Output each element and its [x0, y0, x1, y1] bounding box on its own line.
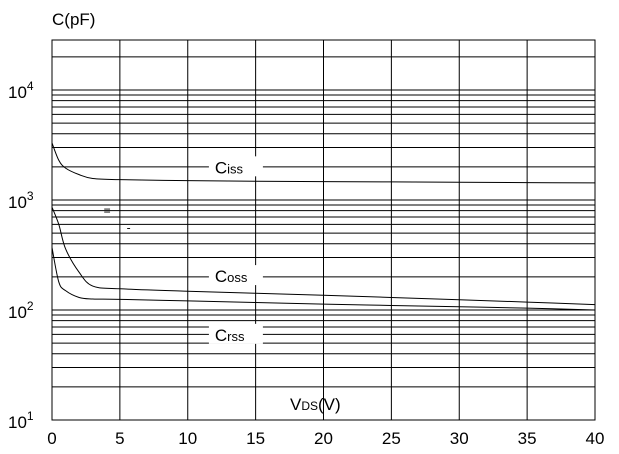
series-line-crss — [51, 247, 596, 311]
annotation-mark: - — [127, 221, 131, 235]
y-axis-ticks: 101 102 103 104 — [8, 79, 34, 432]
x-tick-label: 35 — [518, 429, 537, 448]
series-label-ciss: Ciss — [215, 158, 244, 177]
series-line-ciss — [51, 142, 596, 184]
y-tick-label: 104 — [8, 79, 34, 102]
x-tick-label: 20 — [314, 429, 333, 448]
series-label-crss: Crss — [215, 326, 245, 345]
series-labels: Ciss Coss Crss = - — [104, 156, 263, 345]
x-tick-label: 0 — [47, 429, 56, 448]
x-tick-label: 5 — [115, 429, 124, 448]
plot-area: Ciss Coss Crss = - — [51, 39, 596, 421]
annotation-mark: = — [104, 204, 111, 218]
x-axis-label: VDS(V) — [290, 395, 341, 414]
x-tick-label: 10 — [178, 429, 197, 448]
series-label-bg — [208, 265, 263, 286]
x-tick-label: 40 — [586, 429, 605, 448]
y-tick-label: 103 — [8, 189, 34, 212]
x-axis-ticks: 0 5 10 15 20 25 30 35 40 — [47, 429, 604, 448]
grid-lines — [52, 40, 595, 420]
series-label-bg — [208, 156, 263, 177]
series-label-bg — [208, 323, 263, 344]
y-axis-label: C(pF) — [52, 10, 95, 29]
y-tick-label: 101 — [8, 409, 34, 432]
x-tick-label: 30 — [450, 429, 469, 448]
y-tick-label: 102 — [8, 299, 34, 322]
series-label-coss: Coss — [215, 267, 248, 286]
x-tick-label: 15 — [246, 429, 265, 448]
x-tick-label: 25 — [382, 429, 401, 448]
series-line-coss — [51, 207, 596, 306]
series-lines — [51, 142, 596, 311]
